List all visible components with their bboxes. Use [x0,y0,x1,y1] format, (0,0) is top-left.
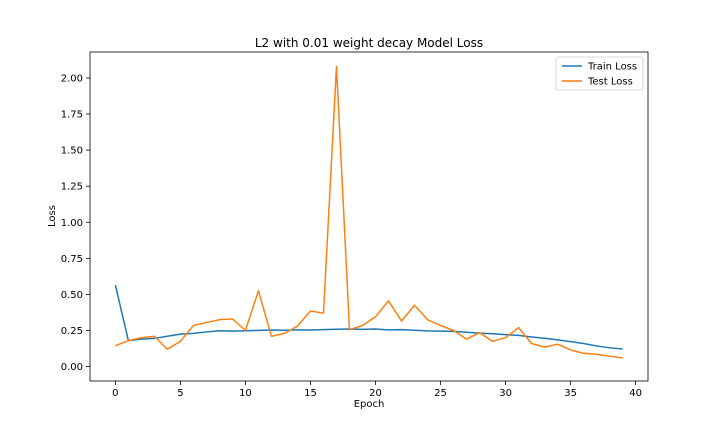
series-layer [114,65,623,359]
x-tick-label: 40 [629,388,642,399]
x-tick-label: 30 [499,388,512,399]
y-tick-label: 2.00 [61,73,83,84]
legend: Train Loss Test Loss [555,56,644,91]
plot-frame [89,51,649,382]
x-axis-label: Epoch [354,399,385,410]
y-tick-label: 1.50 [61,146,83,157]
x-tick-label: 35 [564,388,577,399]
chart-title: L2 with 0.01 weight decay Model Loss [255,36,483,50]
x-tick-label: 5 [177,388,183,399]
y-tick-label: 0.50 [61,290,83,301]
y-tick-label: 0.00 [61,362,83,373]
y-axis-label: Loss [47,205,58,227]
y-tick-label: 1.00 [61,218,83,229]
x-axis: 0 5 10 15 20 25 30 35 40 [112,381,642,399]
y-tick-label: 1.75 [61,110,83,121]
x-tick-label: 25 [434,388,447,399]
y-axis: 0.00 0.25 0.50 0.75 1.00 1.25 1.50 1.75 2.00 [61,73,90,373]
x-tick-label: 20 [369,388,382,399]
legend-entry: Train Loss [587,62,637,73]
legend-entry: Test Loss [587,77,633,88]
x-tick-label: 15 [304,388,317,399]
y-tick-label: 1.25 [61,182,83,193]
y-tick-label: 0.75 [61,254,83,265]
y-tick-label: 0.25 [61,326,83,337]
series-line-train-loss [114,284,623,350]
x-tick-label: 10 [239,388,252,399]
x-tick-label: 0 [112,388,118,399]
series-line-test-loss [115,65,623,359]
